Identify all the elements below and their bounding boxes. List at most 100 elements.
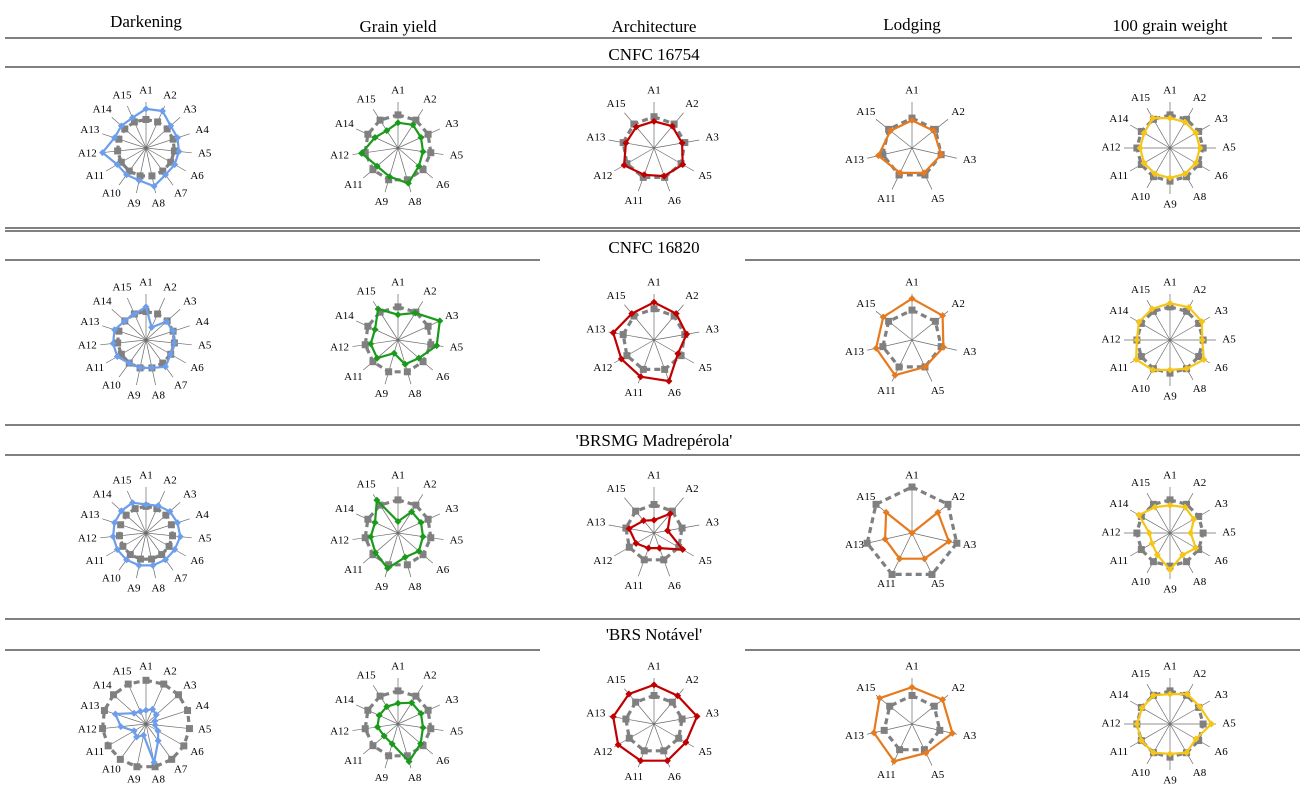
genotype-point (1166, 501, 1174, 509)
radar-panel: A1 A2 A3 A5 A11 A13 A15 (845, 85, 977, 205)
axis-label: A5 (931, 769, 945, 781)
genotype-point (1166, 750, 1174, 758)
axis-label: A13 (80, 316, 99, 328)
reference-point (424, 515, 432, 523)
genotype-point (874, 152, 882, 160)
group-title: 'BRS Notável' (606, 625, 702, 644)
genotype-point (374, 723, 382, 731)
genotype-point (872, 344, 880, 352)
radar-spoke (397, 532, 433, 564)
reference-point (1149, 500, 1157, 508)
axis-label: A2 (163, 89, 176, 101)
axis-label: A6 (667, 580, 681, 592)
reference-point (110, 691, 118, 699)
reference-point (619, 331, 627, 339)
column-header: Architecture (612, 17, 697, 36)
radar-spoke (105, 147, 147, 172)
genotype-point (433, 342, 441, 350)
genotype-point (175, 147, 183, 155)
reference-point (650, 305, 658, 313)
genotype-point (171, 546, 179, 554)
genotype-point (109, 532, 117, 540)
radar-spoke (911, 119, 949, 149)
genotype-point (1149, 691, 1157, 699)
genotype-point (111, 326, 119, 334)
genotype-point (650, 516, 658, 524)
reference-point (174, 691, 182, 699)
axis-label: A1 (391, 661, 404, 673)
genotype-point (665, 377, 673, 385)
genotype-point (167, 350, 175, 358)
genotype-point (879, 313, 887, 321)
reference-point (678, 715, 686, 723)
axis-label: A9 (375, 388, 389, 400)
reference-point (170, 147, 178, 155)
radar-spoke (867, 147, 913, 159)
genotype-point (173, 519, 181, 527)
genotype-point (113, 353, 121, 361)
reference-point (364, 130, 372, 138)
genotype-point (142, 706, 150, 714)
reference-point (185, 725, 193, 733)
radar-spoke (102, 325, 147, 341)
radar-spoke (653, 304, 684, 341)
genotype-point (371, 133, 379, 141)
genotype-point (1166, 299, 1174, 307)
axis-label: A2 (1193, 477, 1206, 489)
genotype-point (1132, 356, 1140, 364)
axis-label: A15 (357, 94, 376, 106)
genotype-point (683, 330, 691, 338)
axis-label: A2 (423, 670, 436, 682)
axis-label: A5 (450, 535, 464, 547)
radar-panel: A1 A2 A3 A5 A6 A11 A12 A13 A15 (586, 277, 719, 400)
axis-label: A8 (408, 388, 422, 400)
reference-point (131, 505, 139, 513)
reference-point (908, 483, 916, 491)
reference-point (928, 570, 936, 578)
reference-point (369, 742, 377, 750)
genotype-point (417, 740, 425, 748)
radar-spoke (875, 119, 913, 149)
genotype-point (140, 731, 148, 739)
reference-point (1195, 512, 1203, 520)
genotype-point (908, 683, 916, 691)
reference-point (1183, 173, 1191, 181)
radar-panel: A1 A2 A3 A5 A11 A13 A15 (845, 661, 977, 781)
radar-spoke (397, 147, 433, 179)
radar-spoke (136, 147, 147, 194)
reference-point (167, 158, 175, 166)
genotype-point (674, 692, 682, 700)
column-header: Grain yield (360, 17, 437, 36)
genotype-point (1166, 690, 1174, 698)
genotype-point (876, 694, 884, 702)
genotype-point (679, 161, 687, 169)
reference-point (931, 317, 939, 325)
radar-panel: A1 A2 A3 A5 A11 A13 A15 (845, 470, 977, 590)
axis-label: A1 (1163, 470, 1176, 482)
genotype-point (417, 133, 425, 141)
axis-label: A11 (86, 746, 105, 758)
reference-point (640, 747, 648, 755)
reference-point (412, 692, 420, 700)
radar-spoke (891, 532, 913, 575)
genotype-point (136, 364, 144, 372)
genotype-point (632, 123, 640, 131)
axis-label: A1 (905, 470, 918, 482)
genotype-point (1181, 503, 1189, 511)
axis-label: A2 (951, 298, 964, 310)
reference-point (104, 742, 112, 750)
axis-label: A15 (113, 89, 132, 101)
reference-point (154, 118, 162, 126)
genotype-point (1138, 704, 1146, 712)
axis-label: A6 (436, 371, 450, 383)
genotype-point (371, 549, 379, 557)
reference-series-line (881, 116, 943, 177)
genotype-point (650, 117, 658, 125)
axis-label: A10 (1131, 383, 1150, 395)
reference-point (364, 706, 372, 714)
reference-point (165, 542, 173, 550)
axis-label: A3 (963, 346, 977, 358)
axis-label: A1 (647, 661, 660, 673)
radar-spoke (653, 339, 671, 384)
reference-series-line (881, 308, 943, 369)
